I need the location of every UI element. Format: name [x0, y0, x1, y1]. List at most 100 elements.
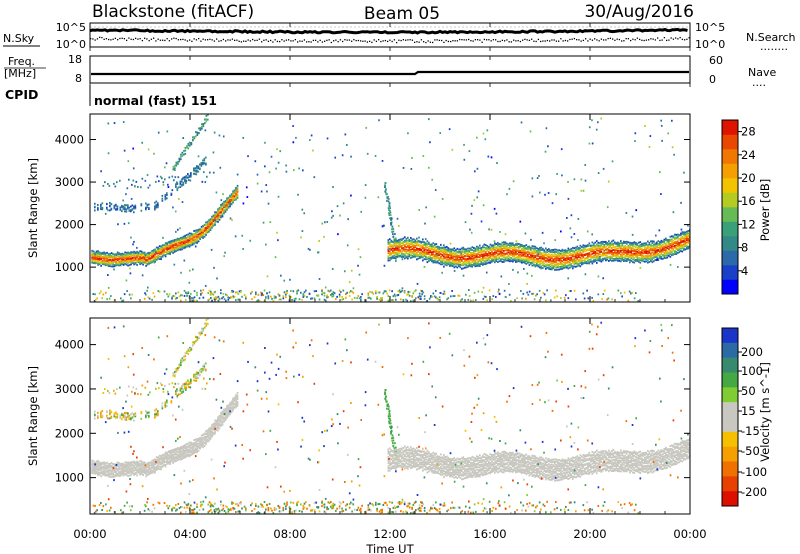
echo-cell	[199, 228, 201, 231]
echo-cell	[107, 262, 110, 264]
echo-cell	[479, 265, 481, 268]
echo-cell	[116, 474, 119, 477]
echo-cell	[140, 252, 143, 255]
echo-cell	[121, 468, 123, 471]
echo-cell	[157, 458, 159, 461]
echo-cell	[561, 250, 564, 253]
echo-cell	[467, 253, 469, 256]
echo-cell	[172, 247, 174, 250]
echo-cell	[498, 249, 501, 252]
echo-cell	[134, 185, 136, 188]
echo-cell	[154, 207, 156, 210]
echo-cell	[176, 246, 179, 249]
echo-cell	[432, 253, 435, 256]
echo-cell	[611, 253, 613, 256]
echo-cell	[112, 475, 114, 478]
echo-cell	[665, 257, 667, 260]
echo-cell	[311, 297, 313, 300]
echo-cell	[453, 262, 456, 265]
echo-cell	[160, 455, 162, 457]
echo-cell	[522, 244, 525, 247]
echo-cell	[199, 167, 201, 170]
echo-cell	[140, 464, 143, 466]
echo-cell	[106, 469, 108, 472]
echo-cell	[188, 237, 191, 240]
echo-cell	[293, 169, 295, 172]
echo-cell	[566, 266, 568, 269]
echo-cell	[176, 237, 179, 240]
echo-cell	[483, 250, 486, 253]
echo-cell	[107, 475, 110, 478]
echo-cell	[393, 237, 396, 240]
echo-cell	[647, 245, 649, 248]
echo-cell	[98, 261, 101, 264]
echo-cell	[662, 246, 664, 249]
echo-cell	[566, 265, 568, 268]
echo-cell	[631, 233, 634, 236]
echo-cell	[195, 173, 198, 176]
echo-cell	[151, 469, 153, 472]
echo-cell	[233, 199, 236, 202]
echo-cell	[603, 289, 606, 292]
echo-cell	[367, 292, 370, 295]
echo-cell	[136, 253, 138, 256]
echo-cell	[494, 248, 496, 251]
echo-cell	[205, 162, 207, 165]
echo-cell	[188, 241, 191, 244]
echo-cell	[243, 294, 246, 296]
echo-cell	[158, 457, 161, 460]
echo-cell	[554, 260, 556, 263]
echo-cell	[208, 222, 210, 225]
echo-cell	[206, 429, 209, 432]
echo-cell	[176, 241, 179, 244]
echo-cell	[193, 236, 195, 239]
echo-cell	[181, 243, 183, 246]
echo-cell	[301, 230, 304, 233]
echo-cell	[365, 298, 367, 301]
echo-cell	[507, 243, 510, 246]
echo-cell	[113, 260, 116, 263]
echo-cell	[211, 292, 213, 295]
echo-cell	[101, 260, 104, 263]
echo-cell	[200, 440, 203, 443]
echo-cell	[663, 238, 666, 241]
echo-cell	[152, 460, 155, 463]
echo-cell	[122, 199, 124, 202]
echo-cell	[495, 256, 498, 259]
echo-cell	[140, 467, 143, 470]
echo-cell	[224, 251, 226, 254]
echo-cell	[393, 244, 396, 247]
echo-cell	[177, 176, 180, 179]
echo-cell	[398, 250, 400, 253]
echo-cell	[148, 297, 151, 300]
echo-cell	[119, 474, 122, 477]
echo-cell	[407, 132, 409, 135]
echo-cell	[633, 297, 636, 300]
echo-cell	[96, 297, 98, 300]
echo-cell	[157, 246, 159, 249]
echo-cell	[382, 224, 385, 227]
echo-cell	[669, 249, 672, 252]
echo-cell	[229, 205, 231, 208]
echo-cell	[169, 246, 171, 249]
echo-cell	[283, 291, 286, 294]
echo-cell	[552, 261, 555, 264]
echo-cell	[581, 263, 583, 266]
echo-cell	[175, 243, 177, 245]
echo-cell	[433, 295, 436, 298]
echo-cell	[160, 245, 162, 248]
echo-cell	[674, 241, 676, 244]
echo-cell	[649, 135, 652, 138]
echo-cell	[103, 462, 105, 465]
echo-cell	[524, 247, 526, 249]
echo-cell	[543, 242, 545, 245]
echo-cell	[196, 241, 198, 244]
echo-cell	[656, 245, 658, 248]
echo-cell	[561, 265, 564, 268]
echo-cell	[668, 239, 670, 241]
echo-cell	[110, 295, 112, 298]
echo-cell	[620, 240, 622, 243]
echo-cell	[617, 243, 619, 246]
echo-cell	[531, 177, 534, 180]
echo-cell	[152, 260, 155, 262]
